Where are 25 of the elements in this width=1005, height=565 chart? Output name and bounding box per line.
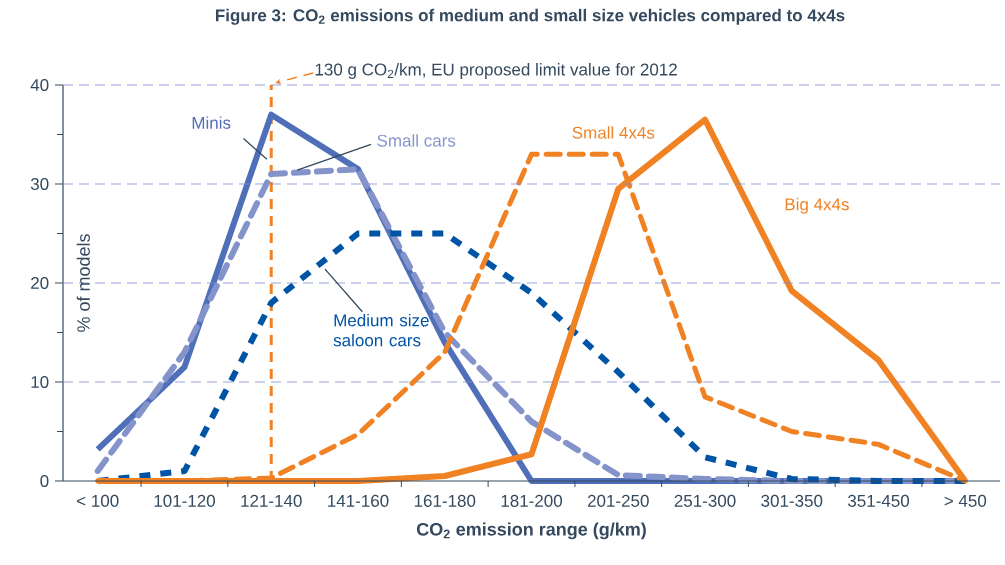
x-tick-label: 101-120 (154, 494, 215, 507)
x-tick-label: 121-140 (241, 494, 302, 507)
y-axis-title: % of models (76, 234, 90, 332)
x-tick-label: 161-180 (414, 494, 476, 507)
text: Medium size saloon cars (333, 313, 429, 347)
x-tick-label: > 450 (944, 494, 987, 507)
legend-label: 130 g CO$_{2}$/km, EU proposed limit value for 2012 (315, 63, 677, 79)
x-tick-label: 201-250 (587, 494, 649, 507)
y-tick-label: 40 (30, 78, 49, 92)
series-label: Big 4x4s (785, 197, 849, 214)
x-tick-label: 351-450 (847, 494, 910, 507)
x-tick-label: 141-160 (328, 494, 389, 507)
x-tick-label: < 100 (77, 494, 119, 507)
y-tick-label: 30 (30, 177, 49, 191)
y-tick-label: 20 (31, 276, 49, 290)
series-label: Small 4x4s (572, 126, 655, 139)
series-label: Small cars (377, 134, 456, 147)
x-tick-label: 181-200 (501, 494, 563, 507)
x-tick-label: 301-350 (761, 494, 823, 507)
y-tick-label: 10 (31, 375, 49, 389)
y-tick-label: 0 (40, 474, 49, 488)
x-axis-title: CO$_{2}$ emission range (g/km) (416, 522, 646, 540)
chart-title: Figure 3: CO$_{2}$ emissions of medium and small size vehicles compared to 4x4s (215, 8, 845, 25)
x-tick-label: 251-300 (674, 494, 736, 507)
text: Minis (192, 116, 231, 129)
